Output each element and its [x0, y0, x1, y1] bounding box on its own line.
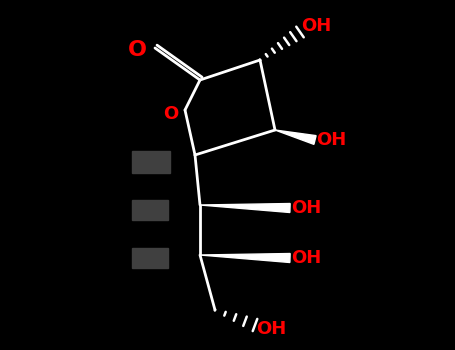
Text: OH: OH — [301, 17, 331, 35]
Polygon shape — [200, 253, 290, 262]
Bar — [132, 151, 170, 173]
Bar — [132, 200, 168, 220]
Text: OH: OH — [316, 131, 346, 149]
Polygon shape — [200, 203, 290, 212]
Text: O: O — [163, 105, 179, 123]
Bar — [132, 248, 168, 268]
Text: OH: OH — [256, 320, 286, 338]
Text: OH: OH — [291, 199, 321, 217]
Polygon shape — [275, 130, 316, 144]
Text: O: O — [127, 40, 147, 60]
Text: OH: OH — [291, 249, 321, 267]
